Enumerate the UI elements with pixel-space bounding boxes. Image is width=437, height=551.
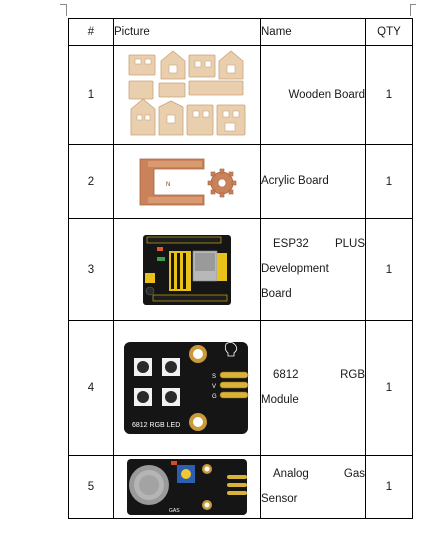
name-cell: ESP32 PLUS Development Board [260,218,366,321]
name-line: Module [261,388,365,413]
table-header-row: # Picture Name QTY [68,18,413,46]
table-row: 5 [68,455,413,519]
row-num: 1 [68,45,114,145]
picture-cell [113,45,261,145]
row-num: 3 [68,218,114,321]
name-word: Development [261,263,329,275]
qty-cell: 1 [365,218,413,321]
qty-cell: 1 [365,144,413,219]
wooden-board-image [114,49,260,141]
rgb-pin-label: V [212,384,216,390]
picture-cell: GAS [113,455,261,519]
name-word: Gas [343,468,365,480]
name-cell: Wooden Board [260,45,366,145]
name-word: Module [261,394,299,406]
page-corner-mark-right [410,4,422,16]
name-word: Wooden Board [288,88,365,101]
qty-cell: 1 [365,320,413,456]
qty-cell: 1 [365,45,413,145]
name-cell: Acrylic Board [260,144,366,219]
row-num: 5 [68,455,114,519]
page-corner-mark-left [60,4,72,16]
name-cell: Analog Gas Sensor [260,455,366,519]
name-line: Board [261,282,365,307]
name-word: RGB [340,369,365,381]
row-num: 2 [68,144,114,219]
item-name: Analog Gas Sensor [261,462,365,512]
name-line: Acrylic Board [261,169,365,194]
table-row: 2 N [68,144,413,219]
rgb-module-image: 6812 RGB LED S V G [114,338,260,438]
name-word: ESP32 [273,238,309,250]
name-word: Acrylic Board [261,175,329,187]
table-row: 3 [68,218,413,321]
header-name: Name [260,18,366,46]
name-line: Wooden Board [261,83,365,108]
name-line: Development [261,257,365,282]
header-picture: Picture [113,18,261,46]
qty-cell: 1 [365,455,413,519]
gas-label: GAS [169,508,180,514]
name-line: Sensor [261,487,365,512]
name-line: 6812 RGB [261,363,365,388]
name-word: Board [261,288,292,300]
header-num: # [68,18,114,46]
esp32-board-image [114,233,260,307]
name-line: ESP32 PLUS [261,232,365,257]
name-word: Sensor [261,493,298,505]
picture-cell: N [113,144,261,219]
header-qty: QTY [365,18,413,46]
gas-sensor-image: GAS [114,457,260,517]
table-row: 1 [68,45,413,145]
row-num: 4 [68,320,114,456]
table-row: 4 6812 RGB [68,320,413,456]
item-name: Wooden Board [261,83,365,108]
acrylic-board-image: N [114,153,260,211]
picture-cell: 6812 RGB LED S V G [113,320,261,456]
parts-list-table: # Picture Name QTY 1 [68,18,413,519]
item-name: Acrylic Board [261,169,365,194]
rgb-pin-label: G [212,394,217,400]
name-word: Analog [273,468,309,480]
item-name: ESP32 PLUS Development Board [261,232,365,307]
name-line: Analog Gas [261,462,365,487]
name-word: PLUS [334,238,365,250]
rgb-pin-label: S [212,374,216,380]
acrylic-mark-text: N [166,182,170,188]
rgb-module-label: 6812 RGB LED [132,422,180,429]
name-cell: 6812 RGB Module [260,320,366,456]
picture-cell [113,218,261,321]
item-name: 6812 RGB Module [261,363,365,413]
name-word: 6812 [273,369,299,381]
